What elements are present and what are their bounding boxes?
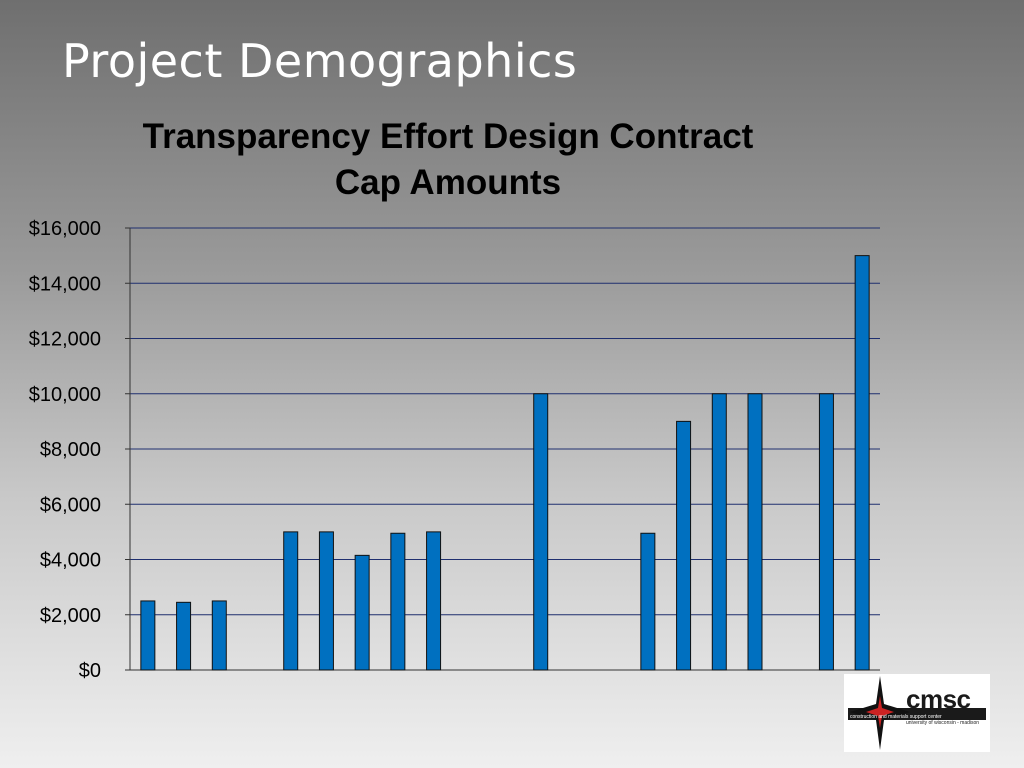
bars [140,255,870,671]
logo-wordmark: cmsc [906,684,971,714]
bar-5 [283,531,299,671]
bar-21 [854,255,870,671]
grid-lines [130,227,880,616]
y-tick-label: $6,000 [40,494,101,516]
y-tick-labels: $0 $2,000 $4,000 $6,000 $8,000 $10,000 $12,000… [29,218,101,682]
logo-subtitle: construction and materials support cente… [850,714,942,720]
y-tick-label: $14,000 [29,273,101,295]
y-tick-label: $4,000 [40,550,101,572]
bar-6 [318,531,334,671]
bar-7 [354,554,370,671]
cmsc-logo: cmsc construction and materials support … [844,674,990,752]
chart-title-line-2: Cap Amounts [334,163,562,202]
bar-12 [533,393,549,671]
y-tick-label: $16,000 [29,218,101,240]
bar-18 [747,393,763,671]
chart-title: Transparency Effort Design Contract Cap … [48,114,848,206]
chart-title-line-1: Transparency Effort Design Contract [142,117,754,156]
bar-3 [211,600,227,671]
bar-20 [818,393,834,671]
logo-university: university of wisconsin - madison [906,720,980,726]
slide-title: Project Demographics [62,34,578,88]
cmsc-emblem-icon [848,676,986,750]
y-tick-label: $8,000 [40,439,101,461]
bar-9 [426,531,442,671]
bar-16 [676,420,692,671]
bar-1 [140,600,156,671]
y-tick-label: $2,000 [40,605,101,627]
bar-2 [176,601,192,671]
bar-17 [711,393,727,671]
bar-15 [640,532,656,671]
y-tick-label: $0 [79,660,101,682]
y-tick-label: $10,000 [29,384,101,406]
bar-8 [390,532,406,671]
y-tick-label: $12,000 [29,329,101,351]
